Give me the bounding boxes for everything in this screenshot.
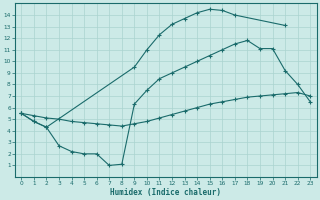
X-axis label: Humidex (Indice chaleur): Humidex (Indice chaleur) (110, 188, 221, 197)
